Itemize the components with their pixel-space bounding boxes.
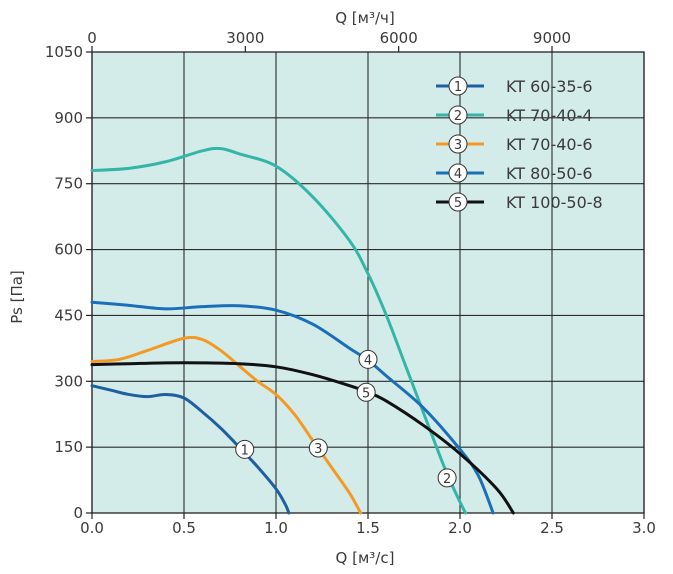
legend-marker [448,163,468,183]
legend-label: KT 70-40-4 [506,106,593,125]
legend-marker-label: 4 [454,167,462,182]
x-top-tick-label: 3000 [226,29,264,47]
series-marker-label: 1 [241,443,249,458]
legend-label: KT 100-50-8 [506,193,603,212]
y-tick-label: 0 [73,504,83,522]
axes: 0.0 0.5 1.0 1.5 2.0 2.5 3.00150300450600750900… [45,29,656,537]
series-marker-label: 3 [314,442,322,457]
x-top-tick-label: 9000 [533,29,571,47]
y-tick-label: 300 [54,372,83,390]
x-axis-title-bottom: Q [м³/с] [336,549,395,567]
legend-marker-label: 3 [454,138,462,153]
series-marker [358,349,378,369]
x-tick-label: 0.5 [172,519,196,537]
series-marker [235,439,255,459]
x-top-tick-label: 0 [87,29,97,47]
x-tick-label: 3.0 [632,519,656,537]
legend-marker [448,76,468,96]
x-tick-label: 1.5 [356,519,380,537]
legend: 1 KT 60-35-6 2 KT 70-40-4 3 KT 70-40-6 4 KT 80-… [436,76,603,212]
series-line [90,335,363,515]
legend-marker [448,105,468,125]
legend-label: KT 70-40-6 [506,135,593,154]
legend-marker [448,192,468,212]
y-tick-label: 1050 [45,43,83,61]
series-marker-label: 5 [362,386,370,401]
series-marker [356,382,376,402]
series-marker-label: 4 [364,353,372,368]
x-tick-label: 2.5 [540,519,564,537]
plot-frame [91,51,645,514]
legend-marker-label: 1 [454,80,462,95]
series-marker [308,438,328,458]
series-marker-label: 2 [443,472,451,487]
y-tick-label: 450 [54,306,83,324]
legend-marker-label: 2 [454,109,462,124]
series-markers: 1 2 3 4 5 [235,349,457,488]
x-axis-title-top: Q [м³/ч] [335,9,395,27]
legend-label: KT 80-50-6 [506,164,593,183]
series-line [90,384,291,515]
x-tick-label: 2.0 [448,519,472,537]
y-tick-label: 750 [54,175,83,193]
legend-label: KT 60-35-6 [506,77,593,96]
x-top-tick-label: 6000 [380,29,418,47]
series-marker [437,468,457,488]
series-line [90,300,495,515]
legend-marker-label: 5 [454,196,462,211]
y-tick-label: 150 [54,438,83,456]
legend-marker [448,134,468,154]
x-tick-label: 0.0 [80,519,104,537]
y-tick-label: 900 [54,109,83,127]
y-axis-title: Ps [Па] [8,270,26,324]
x-tick-label: 1.0 [264,519,288,537]
y-tick-label: 600 [54,241,83,259]
series-line [90,361,515,515]
